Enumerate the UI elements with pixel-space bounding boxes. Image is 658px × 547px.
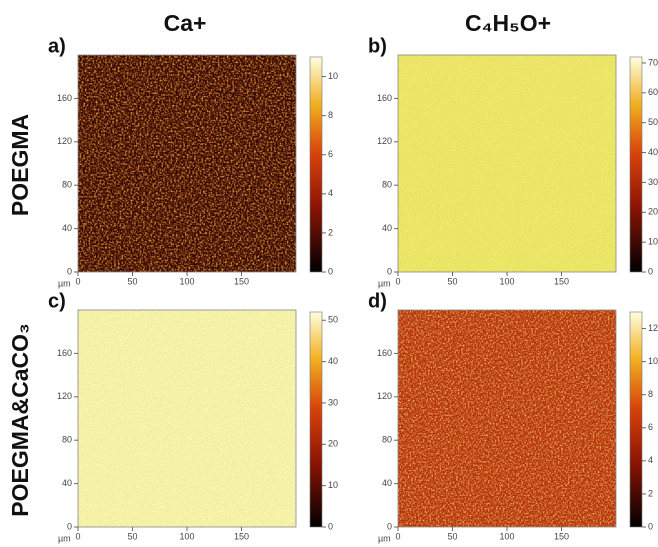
- panel-label: a): [48, 35, 66, 57]
- axis-unit: µm: [58, 533, 71, 543]
- y-tick-label: 80: [62, 180, 72, 190]
- colorbar-tick-label: 50: [328, 315, 338, 325]
- y-tick-label: 160: [377, 348, 392, 358]
- x-tick-label: 100: [179, 276, 194, 286]
- colorbar-tick-label: 10: [648, 356, 658, 366]
- x-tick-label: 0: [395, 531, 400, 541]
- colorbar-tick-label: 40: [328, 356, 338, 366]
- colorbar-tick-label: 0: [328, 266, 333, 276]
- x-tick-label: 150: [234, 531, 249, 541]
- colorbar-tick-label: 4: [328, 188, 333, 198]
- colorbar-tick-label: 30: [648, 177, 658, 187]
- colorbar-tick-label: 4: [648, 455, 653, 465]
- y-tick-label: 120: [377, 136, 392, 146]
- x-tick-label: 0: [395, 276, 400, 286]
- colorbar-tick-label: 0: [648, 521, 653, 531]
- colorbar-tick-label: 12: [648, 323, 658, 333]
- colorbar: [309, 311, 323, 528]
- column-title: C₄H₅O+: [465, 10, 551, 36]
- colorbar-tick-label: 6: [648, 422, 653, 432]
- y-tick-label: 40: [382, 478, 392, 488]
- x-tick-label: 50: [127, 531, 137, 541]
- colorbar-tick-label: 0: [648, 266, 653, 276]
- colorbar-tick-label: 40: [648, 147, 658, 157]
- column-title: Ca+: [164, 10, 207, 36]
- y-tick-label: 0: [387, 521, 392, 531]
- x-tick-label: 0: [75, 531, 80, 541]
- y-tick-label: 80: [382, 435, 392, 445]
- panel-label: b): [368, 35, 387, 57]
- y-tick-label: 80: [382, 180, 392, 190]
- colorbar: [629, 311, 643, 528]
- x-tick-label: 50: [447, 276, 457, 286]
- y-tick-label: 40: [382, 223, 392, 233]
- y-tick-label: 160: [377, 93, 392, 103]
- y-tick-label: 0: [387, 266, 392, 276]
- y-tick-label: 120: [377, 391, 392, 401]
- y-tick-label: 160: [57, 93, 72, 103]
- colorbar-tick-label: 20: [328, 439, 338, 449]
- y-tick-label: 40: [62, 223, 72, 233]
- y-tick-label: 40: [62, 478, 72, 488]
- map-texture: [78, 310, 296, 527]
- colorbar-tick-label: 2: [328, 227, 333, 237]
- x-tick-label: 100: [499, 276, 514, 286]
- colorbar-tick-label: 30: [328, 397, 338, 407]
- axis-unit: µm: [58, 278, 71, 288]
- colorbar-tick-label: 10: [648, 237, 658, 247]
- map-texture: [398, 55, 616, 272]
- colorbar-tick-label: 8: [328, 110, 333, 120]
- map-texture: [398, 310, 616, 527]
- colorbar-tick-label: 8: [648, 389, 653, 399]
- colorbar-tick-label: 0: [328, 521, 333, 531]
- x-tick-label: 150: [234, 276, 249, 286]
- panel-label: c): [48, 290, 66, 312]
- x-tick-label: 50: [127, 276, 137, 286]
- y-tick-label: 120: [57, 391, 72, 401]
- colorbar: [629, 56, 643, 273]
- x-tick-label: 100: [179, 531, 194, 541]
- x-tick-label: 0: [75, 276, 80, 286]
- row-title: POEGMA&CaCO₃: [7, 323, 33, 516]
- axis-unit: µm: [378, 278, 391, 288]
- y-tick-label: 160: [57, 348, 72, 358]
- y-tick-label: 120: [57, 136, 72, 146]
- colorbar-tick-label: 70: [648, 57, 658, 67]
- y-tick-label: 0: [67, 266, 72, 276]
- colorbar-tick-label: 2: [648, 488, 653, 498]
- colorbar-tick-label: 6: [328, 149, 333, 159]
- y-tick-label: 0: [67, 521, 72, 531]
- x-tick-label: 150: [554, 276, 569, 286]
- x-tick-label: 100: [499, 531, 514, 541]
- row-title: POEGMA: [7, 114, 33, 216]
- axis-unit: µm: [378, 533, 391, 543]
- colorbar-tick-label: 10: [328, 480, 338, 490]
- y-tick-label: 80: [62, 435, 72, 445]
- colorbar: [309, 56, 323, 273]
- panel-label: d): [368, 290, 387, 312]
- x-tick-label: 50: [447, 531, 457, 541]
- colorbar-tick-label: 50: [648, 117, 658, 127]
- colorbar-tick-label: 20: [648, 207, 658, 217]
- colorbar-tick-label: 60: [648, 87, 658, 97]
- x-tick-label: 150: [554, 531, 569, 541]
- map-texture: [78, 55, 296, 272]
- colorbar-tick-label: 10: [328, 71, 338, 81]
